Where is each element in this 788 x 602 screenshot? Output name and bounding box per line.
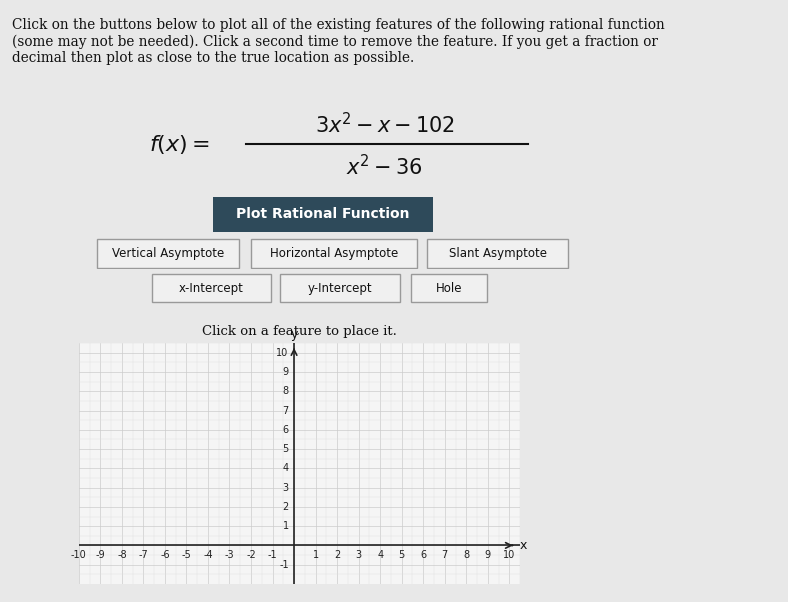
Text: -4: -4 [203,550,213,560]
Text: 9: 9 [283,367,288,377]
Text: 6: 6 [283,425,288,435]
Text: y: y [290,328,298,341]
Text: 1: 1 [283,521,288,531]
Text: x-Intercept: x-Intercept [179,282,243,295]
Text: -5: -5 [181,550,191,560]
Text: Slant Asymptote: Slant Asymptote [448,247,547,260]
Text: 8: 8 [463,550,470,560]
Text: -1: -1 [279,560,288,569]
Text: -7: -7 [139,550,148,560]
Text: Click on a feature to place it.: Click on a feature to place it. [202,325,397,338]
Text: -1: -1 [268,550,277,560]
FancyBboxPatch shape [281,275,400,302]
Text: 10: 10 [504,550,515,560]
FancyBboxPatch shape [97,240,239,267]
Text: 3: 3 [355,550,362,560]
Text: -10: -10 [71,550,87,560]
Text: -8: -8 [117,550,127,560]
Text: -2: -2 [246,550,256,560]
FancyBboxPatch shape [251,240,417,267]
Text: 5: 5 [282,444,288,454]
Text: 8: 8 [283,386,288,396]
Text: 7: 7 [282,406,288,415]
FancyBboxPatch shape [427,240,568,267]
Text: 9: 9 [485,550,491,560]
Text: $f(x)=$: $f(x)=$ [150,133,210,156]
Text: 5: 5 [399,550,405,560]
Text: 7: 7 [441,550,448,560]
Text: Vertical Asymptote: Vertical Asymptote [112,247,224,260]
Text: -3: -3 [225,550,234,560]
Text: 2: 2 [334,550,340,560]
FancyBboxPatch shape [151,275,271,302]
Text: Hole: Hole [436,282,462,295]
Text: x: x [520,539,527,552]
Text: 2: 2 [282,502,288,512]
Text: 1: 1 [313,550,318,560]
Text: -6: -6 [160,550,169,560]
Text: Plot Rational Function: Plot Rational Function [236,207,410,222]
Text: Horizontal Asymptote: Horizontal Asymptote [269,247,398,260]
Text: 6: 6 [420,550,426,560]
Text: $3x^2 - x - 102$: $3x^2 - x - 102$ [314,111,455,137]
Text: 4: 4 [377,550,383,560]
Text: Click on the buttons below to plot all of the existing features of the following: Click on the buttons below to plot all o… [12,18,664,65]
Text: -9: -9 [95,550,105,560]
Text: y-Intercept: y-Intercept [307,282,373,295]
FancyBboxPatch shape [202,195,444,234]
FancyBboxPatch shape [411,275,487,302]
Text: 4: 4 [283,464,288,473]
Text: 10: 10 [277,348,288,358]
Text: 3: 3 [283,483,288,492]
Text: $x^2 - 36$: $x^2 - 36$ [346,154,423,179]
